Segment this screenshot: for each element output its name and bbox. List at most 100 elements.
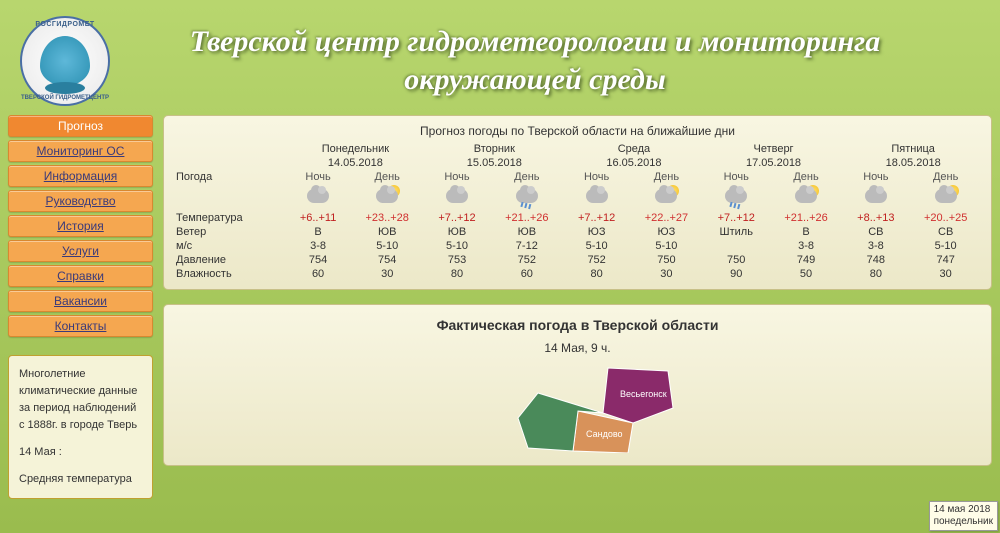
site-header: РОСГИДРОМЕТ ТВЕРСКОЙ ГИДРОМЕТЦЕНТР Тверс…	[0, 0, 1000, 115]
weather-cell	[908, 184, 983, 211]
site-title: Тверской центр гидрометеорологии и монит…	[130, 23, 980, 98]
pressure-cell: 753	[425, 253, 490, 267]
weather-cell	[425, 184, 490, 211]
forecast-panel: Прогноз погоды по Тверской области на бл…	[163, 115, 992, 290]
weather-cell	[286, 184, 350, 211]
map-region-label: Весьегонск	[620, 389, 667, 399]
nav-link[interactable]: Контакты	[55, 319, 107, 333]
forecast-caption: Прогноз погоды по Тверской области на бл…	[172, 124, 983, 138]
humidity-cell: 60	[286, 267, 350, 281]
pressure-cell: 750	[704, 253, 769, 267]
wind-dir: Штиль	[704, 225, 769, 239]
nav-item[interactable]: Контакты	[8, 315, 153, 337]
cloud-icon	[583, 185, 611, 207]
nav-item[interactable]: Мониторинг ОС	[8, 140, 153, 162]
temp-night: +7..+12	[425, 211, 490, 225]
period-night: Ночь	[286, 170, 350, 184]
weather-cell	[564, 184, 629, 211]
wind-speed: 3-8	[769, 239, 844, 253]
partly-cloudy-icon	[932, 185, 960, 207]
wind-dir: ЮЗ	[629, 225, 704, 239]
period-day: День	[908, 170, 983, 184]
wind-speed: 5-10	[564, 239, 629, 253]
nav-link[interactable]: Справки	[57, 269, 104, 283]
partly-cloudy-icon	[373, 185, 401, 207]
temp-night: +7..+12	[704, 211, 769, 225]
wind-dir: ЮЗ	[564, 225, 629, 239]
date-tooltip: 14 мая 2018 понедельник	[929, 501, 998, 531]
tooltip-line1: 14 мая 2018	[934, 504, 991, 515]
pressure-cell: 752	[564, 253, 629, 267]
day-date: 18.05.2018	[843, 156, 983, 170]
nav-item[interactable]: История	[8, 215, 153, 237]
row-label-wind: Ветер	[172, 225, 286, 239]
day-date: 15.05.2018	[425, 156, 565, 170]
nav-link[interactable]: Прогноз	[58, 119, 103, 133]
humidity-cell: 30	[629, 267, 704, 281]
map-svg: Весьегонск Сандово	[408, 363, 748, 453]
forecast-table: ПонедельникВторникСредаЧетвергПятница14.…	[172, 142, 983, 281]
nav-item[interactable]: Информация	[8, 165, 153, 187]
wind-speed: 5-10	[629, 239, 704, 253]
pressure-cell: 747	[908, 253, 983, 267]
period-night: Ночь	[425, 170, 490, 184]
row-label-weather: Погода	[172, 170, 286, 184]
temp-night: +6..+11	[286, 211, 350, 225]
site-logo: РОСГИДРОМЕТ ТВЕРСКОЙ ГИДРОМЕТЦЕНТР	[20, 16, 110, 106]
wind-dir: ЮВ	[490, 225, 565, 239]
humidity-cell: 50	[769, 267, 844, 281]
weather-cell	[843, 184, 908, 211]
row-label-temp: Температура	[172, 211, 286, 225]
nav-link[interactable]: Вакансии	[54, 294, 107, 308]
weather-cell	[769, 184, 844, 211]
pressure-cell: 752	[490, 253, 565, 267]
wind-dir: СВ	[843, 225, 908, 239]
wind-speed	[704, 239, 769, 253]
partly-cloudy-icon	[792, 185, 820, 207]
actual-subtitle: 14 Мая, 9 ч.	[176, 341, 979, 355]
wind-dir: В	[286, 225, 350, 239]
day-name: Четверг	[704, 142, 844, 156]
period-day: День	[350, 170, 425, 184]
pressure-cell: 749	[769, 253, 844, 267]
temp-day: +22..+27	[629, 211, 704, 225]
temp-day: +21..+26	[769, 211, 844, 225]
humidity-cell: 90	[704, 267, 769, 281]
period-night: Ночь	[704, 170, 769, 184]
map-region-label: Сандово	[586, 429, 623, 439]
temp-night: +8..+13	[843, 211, 908, 225]
tooltip-line2: понедельник	[934, 516, 993, 527]
wind-dir: ЮВ	[350, 225, 425, 239]
partly-cloudy-icon	[652, 185, 680, 207]
nav-item[interactable]: Справки	[8, 265, 153, 287]
nav-item[interactable]: Услуги	[8, 240, 153, 262]
period-day: День	[629, 170, 704, 184]
logo-circle: РОСГИДРОМЕТ ТВЕРСКОЙ ГИДРОМЕТЦЕНТР	[20, 16, 110, 106]
nav-item[interactable]: Руководство	[8, 190, 153, 212]
region-map: Весьегонск Сандово	[408, 363, 748, 453]
wind-dir: В	[769, 225, 844, 239]
day-date: 14.05.2018	[286, 156, 424, 170]
nav-link[interactable]: Информация	[44, 169, 117, 183]
nav-link[interactable]: История	[57, 219, 104, 233]
wind-speed: 5-10	[350, 239, 425, 253]
temp-day: +20..+25	[908, 211, 983, 225]
nav-item[interactable]: Вакансии	[8, 290, 153, 312]
cloud-icon	[443, 185, 471, 207]
nav-item[interactable]: Прогноз	[8, 115, 153, 137]
period-day: День	[490, 170, 565, 184]
nav-link[interactable]: Руководство	[45, 194, 115, 208]
day-name: Вторник	[425, 142, 565, 156]
period-night: Ночь	[843, 170, 908, 184]
row-label-wind-unit: м/с	[172, 239, 286, 253]
rain-icon	[722, 185, 750, 207]
nav-link[interactable]: Услуги	[62, 244, 99, 258]
day-name: Понедельник	[286, 142, 424, 156]
humidity-cell: 80	[425, 267, 490, 281]
actual-title: Фактическая погода в Тверской области	[176, 317, 979, 333]
nav-link[interactable]: Мониторинг ОС	[37, 144, 125, 158]
humidity-cell: 80	[843, 267, 908, 281]
weather-cell	[704, 184, 769, 211]
period-day: День	[769, 170, 844, 184]
humidity-cell: 80	[564, 267, 629, 281]
